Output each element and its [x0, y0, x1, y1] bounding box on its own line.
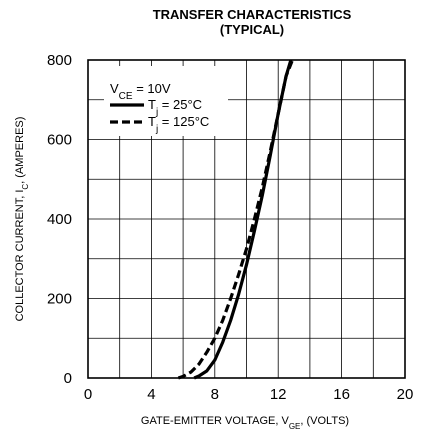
x-tick-label: 16: [333, 386, 350, 403]
x-axis-label-sub: GE: [289, 422, 301, 431]
x-tick-label: 8: [211, 386, 219, 403]
legend-condition-subscript: CE: [119, 91, 133, 102]
plot-frame: [87, 59, 406, 379]
x-tick-label: 12: [270, 386, 287, 403]
legend-label-main: T: [148, 114, 156, 129]
chart-title: TRANSFER CHARACTERISTICS: [153, 7, 352, 22]
series-line-125c: [177, 59, 294, 380]
legend-label-main: T: [148, 97, 156, 112]
y-tick-label: 400: [47, 211, 72, 228]
x-axis-label-main: GATE-EMITTER VOLTAGE, V: [141, 415, 290, 427]
x-tick-label: 4: [147, 386, 155, 403]
y-axis-label-tail: , (AMPERES): [14, 117, 26, 184]
y-axis-label: COLLECTOR CURRENT, IC, (AMPERES): [14, 117, 30, 322]
x-axis-label-tail: , (VOLTS): [300, 415, 349, 427]
legend-background: [104, 66, 228, 136]
y-tick-label: 600: [47, 132, 72, 149]
legend-label-tail: = 125°C: [158, 114, 209, 129]
legend-label: Tj = 25°C: [148, 97, 202, 118]
legend-label-tail: = 25°C: [158, 97, 202, 112]
y-tick-label: 200: [47, 291, 72, 308]
x-axis-label: GATE-EMITTER VOLTAGE, VGE, (VOLTS): [141, 415, 349, 431]
legend-label-subscript: j: [155, 124, 158, 135]
legend-condition-tail: = 10V: [133, 81, 171, 96]
legend-condition-main: V: [110, 81, 119, 96]
x-tick-label: 20: [397, 386, 414, 403]
legend-label-subscript: j: [155, 107, 158, 118]
y-axis-label-main: COLLECTOR CURRENT, I: [14, 190, 26, 322]
series-lines: [177, 59, 294, 380]
legend-label: Tj = 125°C: [148, 114, 209, 135]
x-tick-label: 0: [84, 386, 92, 403]
y-tick-label: 0: [64, 370, 72, 387]
legend-condition: VCE = 10V: [110, 81, 171, 102]
y-tick-label: 800: [47, 52, 72, 69]
y-axis-label-sub: C: [21, 184, 30, 190]
chart-subtitle: (TYPICAL): [220, 22, 284, 37]
